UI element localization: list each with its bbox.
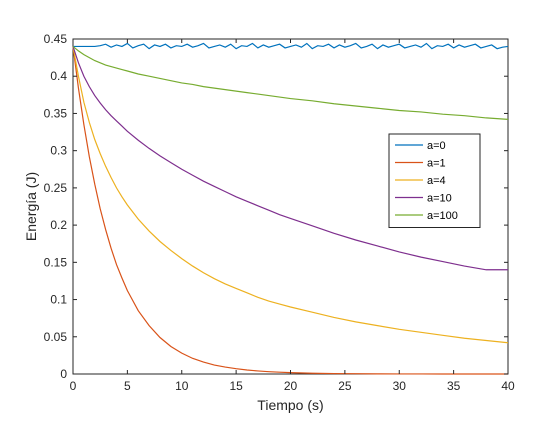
x-tick-label: 40 [501,379,515,393]
x-tick-label: 30 [393,379,407,393]
legend-box [388,133,481,228]
x-tick-label: 10 [175,379,189,393]
y-axis-label: Energía (J) [23,172,39,241]
series-line-2 [72,46,509,344]
x-axis-ticks: 0 5 10 15 20 25 30 35 40 [70,39,515,393]
x-tick-label: 5 [124,379,131,393]
y-tick-label: 0.45 [44,32,68,46]
series-line-0 [73,42,509,50]
y-tick-label: 0.1 [50,293,67,307]
y-tick-label: 0.3 [50,144,67,158]
series-line-1 [72,46,508,375]
y-tick-label: 0 [60,367,67,381]
series-lines [72,42,509,375]
legend: a=0 a=1 a=4 a=10 a=100 [388,133,481,228]
x-axis-label: Tiempo (s) [257,397,323,413]
legend-label-4: a=100 [427,210,458,222]
y-tick-label: 0.15 [44,255,68,269]
x-tick-label: 0 [70,379,77,393]
x-tick-label: 20 [284,379,298,393]
y-tick-label: 0.35 [44,106,68,120]
legend-label-3: a=10 [427,193,452,205]
legend-label-0: a=0 [427,140,446,152]
y-tick-label: 0.2 [50,218,67,232]
x-tick-label: 15 [229,379,243,393]
y-tick-label: 0.25 [44,181,68,195]
series-line-4 [72,45,509,120]
y-tick-label: 0.4 [50,69,67,83]
y-tick-label: 0.05 [44,330,68,344]
x-tick-label: 25 [338,379,352,393]
legend-label-2: a=4 [427,175,446,187]
x-tick-label: 35 [447,379,461,393]
series-line-3 [72,46,508,271]
y-axis-ticks: 0 0.05 0.1 0.15 0.2 0.25 0.3 0.35 0.4 0.45 [44,32,508,381]
legend-label-1: a=1 [427,158,446,170]
